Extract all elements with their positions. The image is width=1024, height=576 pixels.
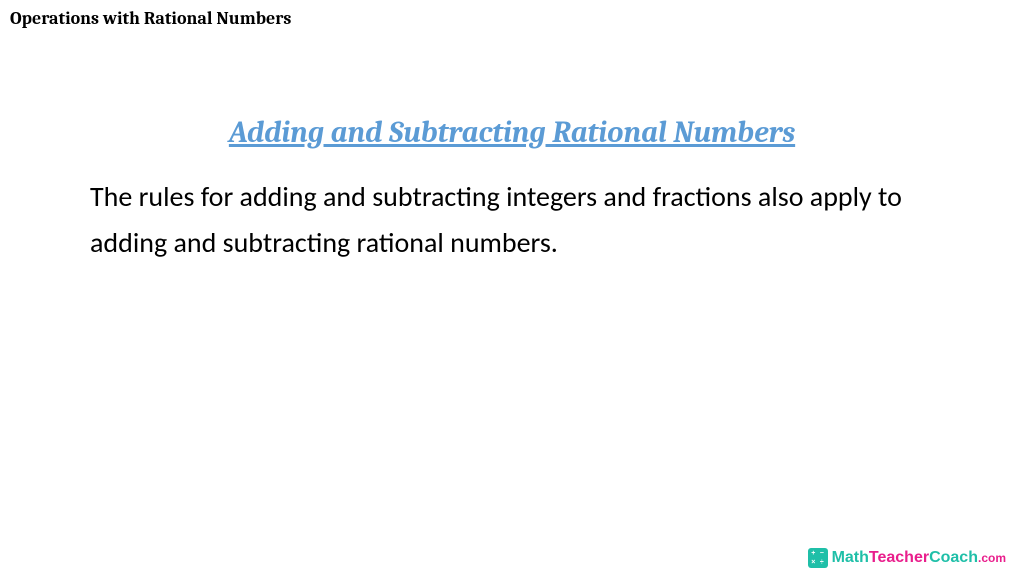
logo-icon: + − × ÷ <box>808 548 828 568</box>
page-header: Operations with Rational Numbers <box>10 8 291 29</box>
content-area: Adding and Subtracting Rational Numbers … <box>90 115 934 266</box>
logo-text: MathTeacherCoach.com <box>832 549 1006 567</box>
logo-word-coach: Coach <box>929 549 978 566</box>
logo-word-math: Math <box>832 549 869 566</box>
page-title: Operations with Rational Numbers <box>10 8 291 29</box>
body-text: The rules for adding and subtracting int… <box>90 174 934 266</box>
footer-logo: + − × ÷ MathTeacherCoach.com <box>808 548 1006 568</box>
logo-word-teacher: Teacher <box>869 549 929 566</box>
logo-domain: .com <box>978 551 1006 565</box>
section-title: Adding and Subtracting Rational Numbers <box>90 115 934 150</box>
